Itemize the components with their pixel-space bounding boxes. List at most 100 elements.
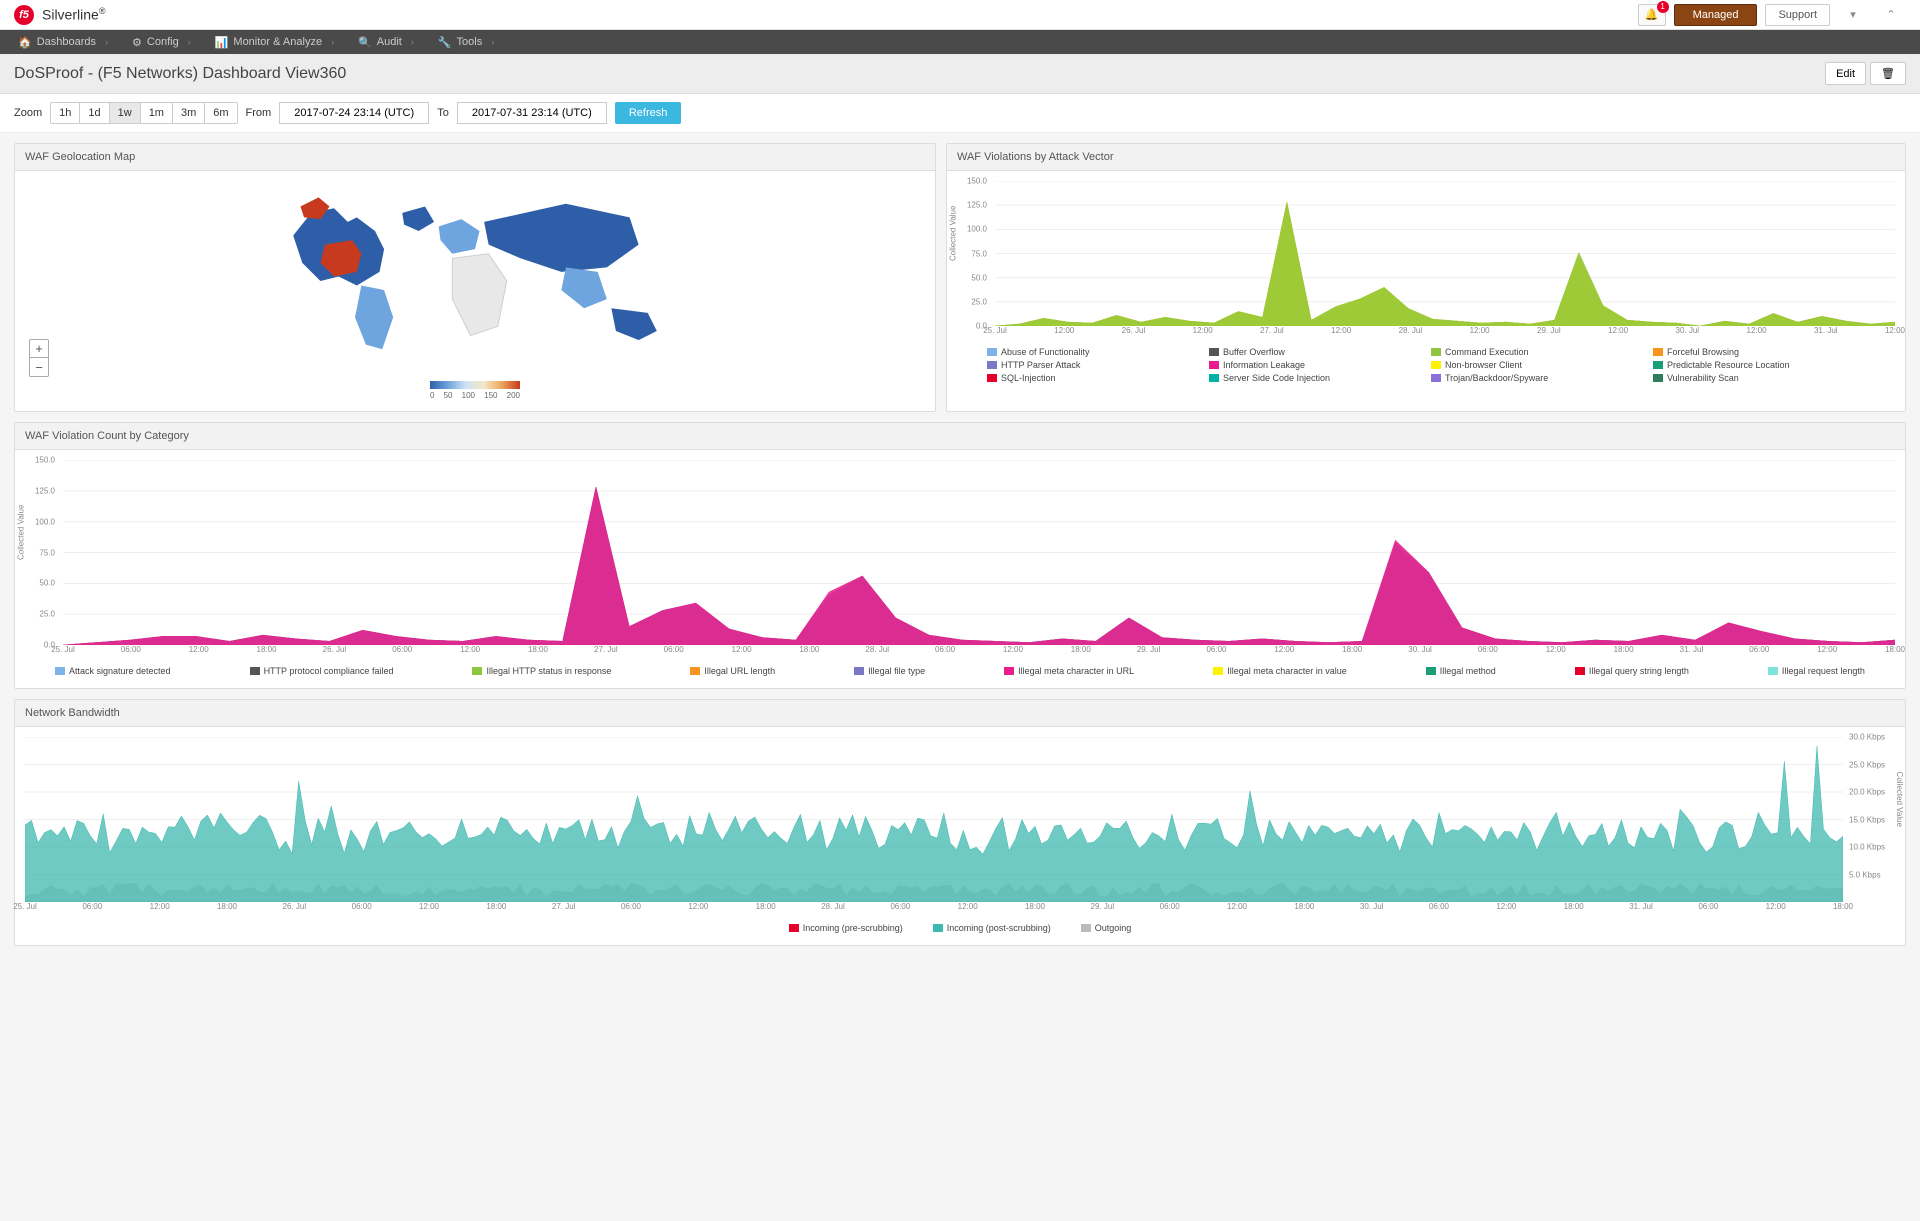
bw-svg [25, 737, 1843, 902]
legend-item: Illegal HTTP status in response [472, 666, 611, 676]
nav-tools[interactable]: 🔧 Tools › [426, 30, 506, 54]
map-legend-bar [430, 381, 520, 389]
legend-item: HTTP Parser Attack [987, 360, 1199, 370]
nav-icon: 🔧 [438, 36, 452, 49]
map-zoom-in[interactable]: + [30, 340, 48, 358]
legend-item: Forceful Browsing [1653, 347, 1865, 357]
chevron-right-icon: › [188, 37, 191, 47]
legend-item: HTTP protocol compliance failed [250, 666, 394, 676]
bw-legend: Incoming (pre-scrubbing) Incoming (post-s… [25, 917, 1895, 935]
legend-item: Vulnerability Scan [1653, 373, 1865, 383]
panel-header-bw: Network Bandwidth [15, 700, 1905, 727]
chevron-right-icon: › [105, 37, 108, 47]
zoom-1m[interactable]: 1m [141, 103, 173, 123]
to-label: To [437, 107, 449, 119]
from-date-input[interactable] [279, 102, 429, 124]
panel-map: WAF Geolocation Map [14, 143, 936, 412]
vv-svg [995, 181, 1895, 326]
nav-icon: ⚙ [132, 36, 142, 49]
vc-yticks: 0.025.050.075.0100.0125.0150.0 [25, 460, 59, 660]
legend-item: Non-browser Client [1431, 360, 1643, 370]
chevron-right-icon: › [331, 37, 334, 47]
page-title: DoSProof - (F5 Networks) Dashboard View3… [14, 65, 346, 83]
notifications-button[interactable]: 🔔 1 [1638, 4, 1666, 26]
panel-body-vc: Collected Value 0.025.050.075.0100.0125.… [15, 450, 1905, 688]
header-right: 🔔 1 Managed Support ▾ ⌃ [1638, 4, 1906, 26]
nav-dashboards[interactable]: 🏠Dashboards› [6, 30, 120, 54]
panel-bandwidth: Network Bandwidth Collected Value 5.0 Kb… [14, 699, 1906, 946]
zoom-1d[interactable]: 1d [80, 103, 109, 123]
brand-logo: f5 [14, 5, 34, 25]
nav-audit[interactable]: 🔍Audit› [346, 30, 426, 54]
refresh-button[interactable]: Refresh [615, 102, 682, 124]
chart-vv: Collected Value 0.025.050.075.0100.0125.… [957, 181, 1895, 341]
zoom-6m[interactable]: 6m [205, 103, 236, 123]
legend-item: Illegal method [1426, 666, 1496, 676]
nav-label: Tools [457, 36, 483, 48]
chart-bw: Collected Value 5.0 Kbps10.0 Kbps15.0 Kb… [25, 737, 1895, 917]
nav-label: Config [147, 36, 179, 48]
support-button[interactable]: Support [1765, 4, 1830, 26]
legend-item: Outgoing [1081, 923, 1132, 933]
content: WAF Geolocation Map [0, 133, 1920, 956]
zoom-group: 1h1d1w1m3m6m [50, 102, 237, 124]
brand: f5 Silverline® [14, 5, 105, 25]
map-legend-labels: 050100150200 [430, 391, 520, 400]
chevron-right-icon: › [491, 37, 494, 47]
zoom-3m[interactable]: 3m [173, 103, 205, 123]
world-map[interactable]: + − [25, 181, 925, 381]
world-map-svg [245, 181, 705, 381]
title-actions: Edit 🗑 [1825, 62, 1906, 85]
legend-item: Information Leakage [1209, 360, 1421, 370]
legend-item: Attack signature detected [55, 666, 171, 676]
row-1: WAF Geolocation Map [14, 143, 1906, 412]
legend-item: Illegal query string length [1575, 666, 1689, 676]
zoom-1h[interactable]: 1h [51, 103, 80, 123]
vc-svg [63, 460, 1895, 645]
to-date-input[interactable] [457, 102, 607, 124]
vv-legend: Abuse of FunctionalityBuffer OverflowCom… [957, 341, 1895, 385]
controls-row: Zoom 1h1d1w1m3m6m From To Refresh [0, 94, 1920, 133]
zoom-label: Zoom [14, 107, 42, 119]
panel-body-map: + − 050100150200 [15, 171, 935, 411]
panel-violations-category: WAF Violation Count by Category Collecte… [14, 422, 1906, 689]
panel-header-vc: WAF Violation Count by Category [15, 423, 1905, 450]
legend-item: Incoming (pre-scrubbing) [789, 923, 903, 933]
map-legend: 050100150200 [25, 381, 925, 401]
panel-header-map: WAF Geolocation Map [15, 144, 935, 171]
collapse-icon[interactable]: ⌃ [1876, 8, 1906, 21]
zoom-1w[interactable]: 1w [110, 103, 141, 123]
vc-legend: Attack signature detected HTTP protocol c… [25, 660, 1895, 678]
chart-vc: Collected Value 0.025.050.075.0100.0125.… [25, 460, 1895, 660]
legend-item: Illegal meta character in value [1213, 666, 1347, 676]
header-menu-caret[interactable]: ▾ [1838, 8, 1868, 21]
nav-label: Audit [377, 36, 402, 48]
legend-item: Incoming (post-scrubbing) [933, 923, 1051, 933]
legend-item: Buffer Overflow [1209, 347, 1421, 357]
vc-xticks: 25. Jul06:0012:0018:0026. Jul06:0012:001… [63, 645, 1895, 659]
nav-config[interactable]: ⚙ Config › [120, 30, 203, 54]
legend-item: Server Side Code Injection [1209, 373, 1421, 383]
delete-button[interactable]: 🗑 [1870, 62, 1906, 85]
nav-icon: 🏠 [18, 36, 32, 49]
main-nav: 🏠Dashboards›⚙Config›📊Monitor & Analyze›🔍… [0, 30, 1920, 54]
legend-item: Abuse of Functionality [987, 347, 1199, 357]
legend-item: Illegal URL length [690, 666, 775, 676]
managed-button[interactable]: Managed [1674, 4, 1758, 26]
top-header: f5 Silverline® 🔔 1 Managed Support ▾ ⌃ [0, 0, 1920, 30]
title-bar: DoSProof - (F5 Networks) Dashboard View3… [0, 54, 1920, 94]
chevron-right-icon: › [411, 37, 414, 47]
panel-violations-vector: WAF Violations by Attack Vector Collecte… [946, 143, 1906, 412]
brand-name: Silverline® [42, 6, 105, 23]
map-zoom-controls: + − [29, 339, 49, 377]
notification-badge: 1 [1657, 1, 1669, 13]
map-zoom-out[interactable]: − [30, 358, 48, 376]
vv-xticks: 25. Jul12:0026. Jul12:0027. Jul12:0028. … [995, 326, 1895, 340]
legend-item: Illegal file type [854, 666, 925, 676]
edit-button[interactable]: Edit [1825, 62, 1866, 85]
legend-item: Predictable Resource Location [1653, 360, 1865, 370]
legend-item: Illegal request length [1768, 666, 1865, 676]
bw-xticks: 25. Jul06:0012:0018:0026. Jul06:0012:001… [25, 902, 1843, 916]
panel-body-bw: Collected Value 5.0 Kbps10.0 Kbps15.0 Kb… [15, 727, 1905, 945]
nav-monitor-analyze[interactable]: 📊Monitor & Analyze› [203, 30, 346, 54]
